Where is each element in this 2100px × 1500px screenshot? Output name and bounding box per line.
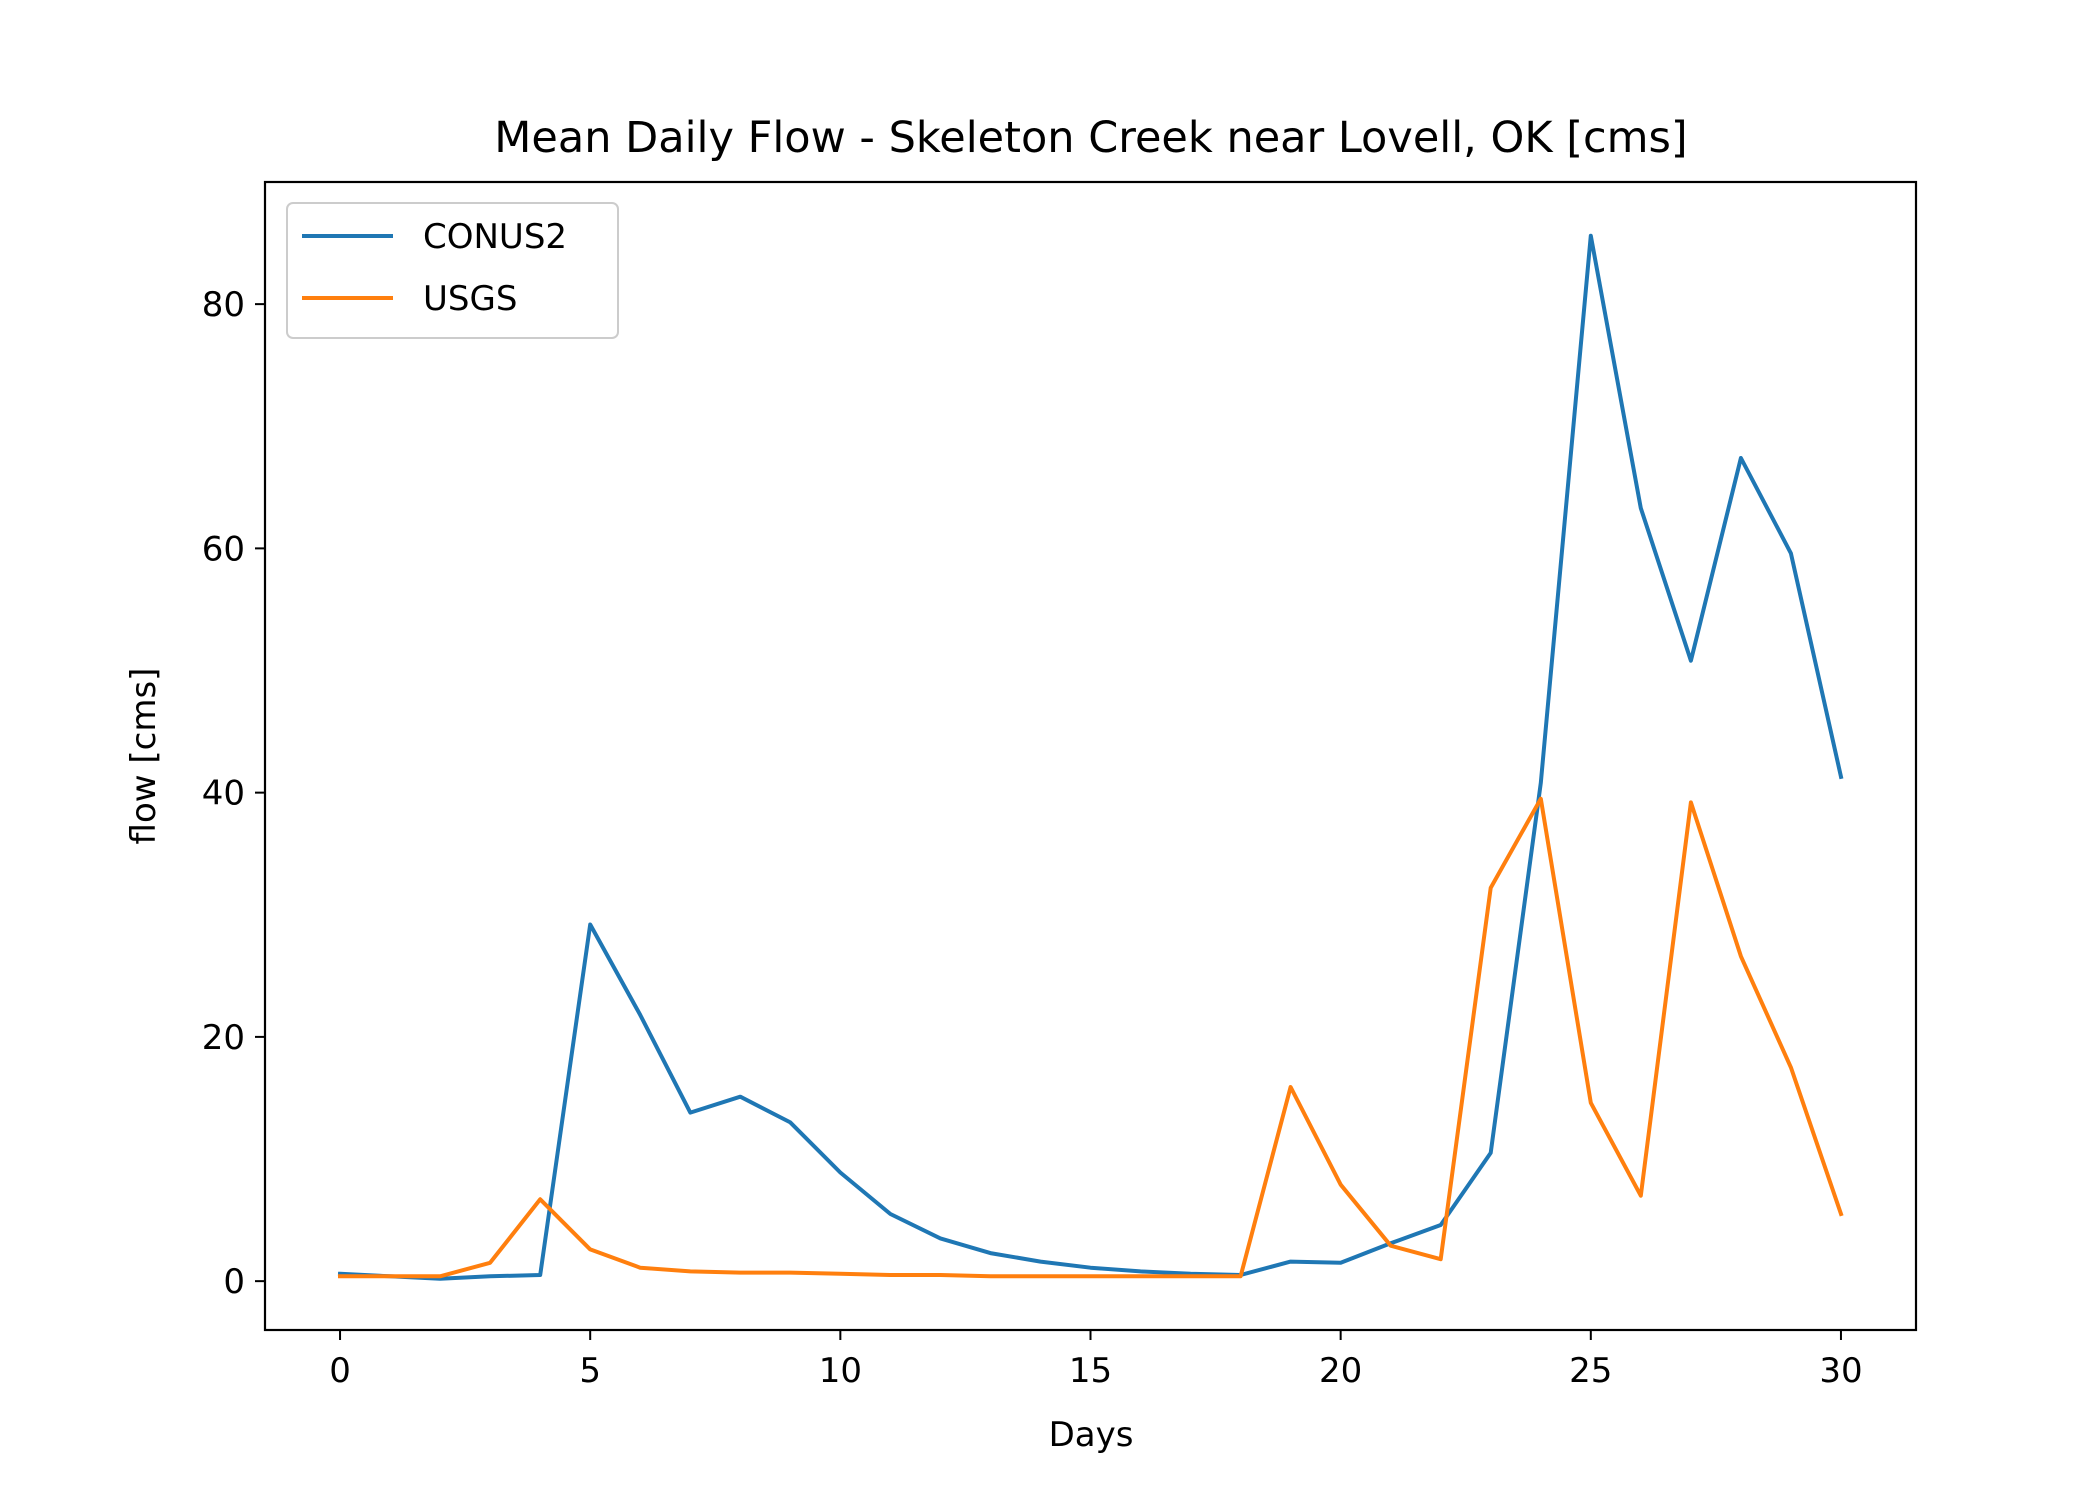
y-tick-label: 60 [202, 529, 245, 569]
chart-title: Mean Daily Flow - Skeleton Creek near Lo… [494, 113, 1687, 163]
y-tick-label: 40 [202, 774, 245, 814]
x-tick-label: 20 [1319, 1351, 1362, 1391]
legend: CONUS2 USGS [286, 202, 619, 339]
x-tick-label: 0 [329, 1351, 351, 1391]
legend-label-usgs: USGS [423, 279, 517, 319]
y-tick-label: 0 [223, 1262, 245, 1302]
x-tick-label: 10 [819, 1351, 862, 1391]
x-tick-label: 25 [1569, 1351, 1612, 1391]
x-tick-label: 30 [1819, 1351, 1862, 1391]
x-tick-label: 15 [1069, 1351, 1112, 1391]
x-axis-label: Days [1049, 1415, 1134, 1455]
y-axis-label: flow [cms] [124, 668, 164, 845]
x-tick-label: 5 [579, 1351, 601, 1391]
x-axis-ticks: 0 5 10 15 20 25 30 [329, 1330, 1863, 1391]
y-axis-ticks: 0 20 40 60 80 [202, 285, 265, 1302]
y-tick-label: 20 [202, 1018, 245, 1058]
series-layer [337, 233, 1844, 1281]
y-tick-label: 80 [202, 285, 245, 325]
legend-label-conus2: CONUS2 [423, 217, 567, 257]
